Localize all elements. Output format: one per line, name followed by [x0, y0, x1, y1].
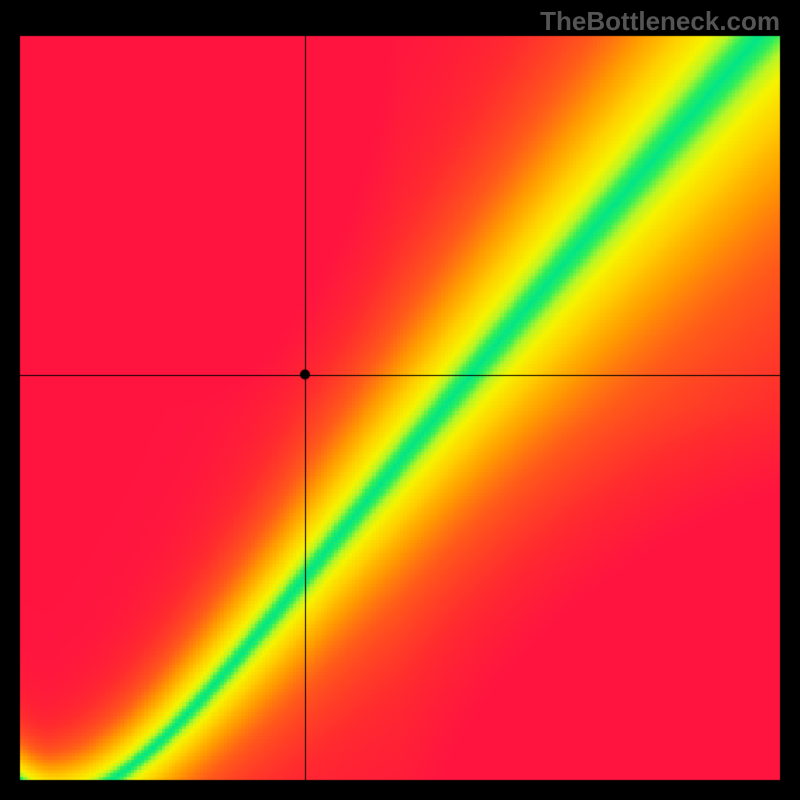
- stage: TheBottleneck.com: [0, 0, 800, 800]
- source-watermark: TheBottleneck.com: [540, 6, 780, 37]
- bottleneck-heatmap: [0, 0, 800, 800]
